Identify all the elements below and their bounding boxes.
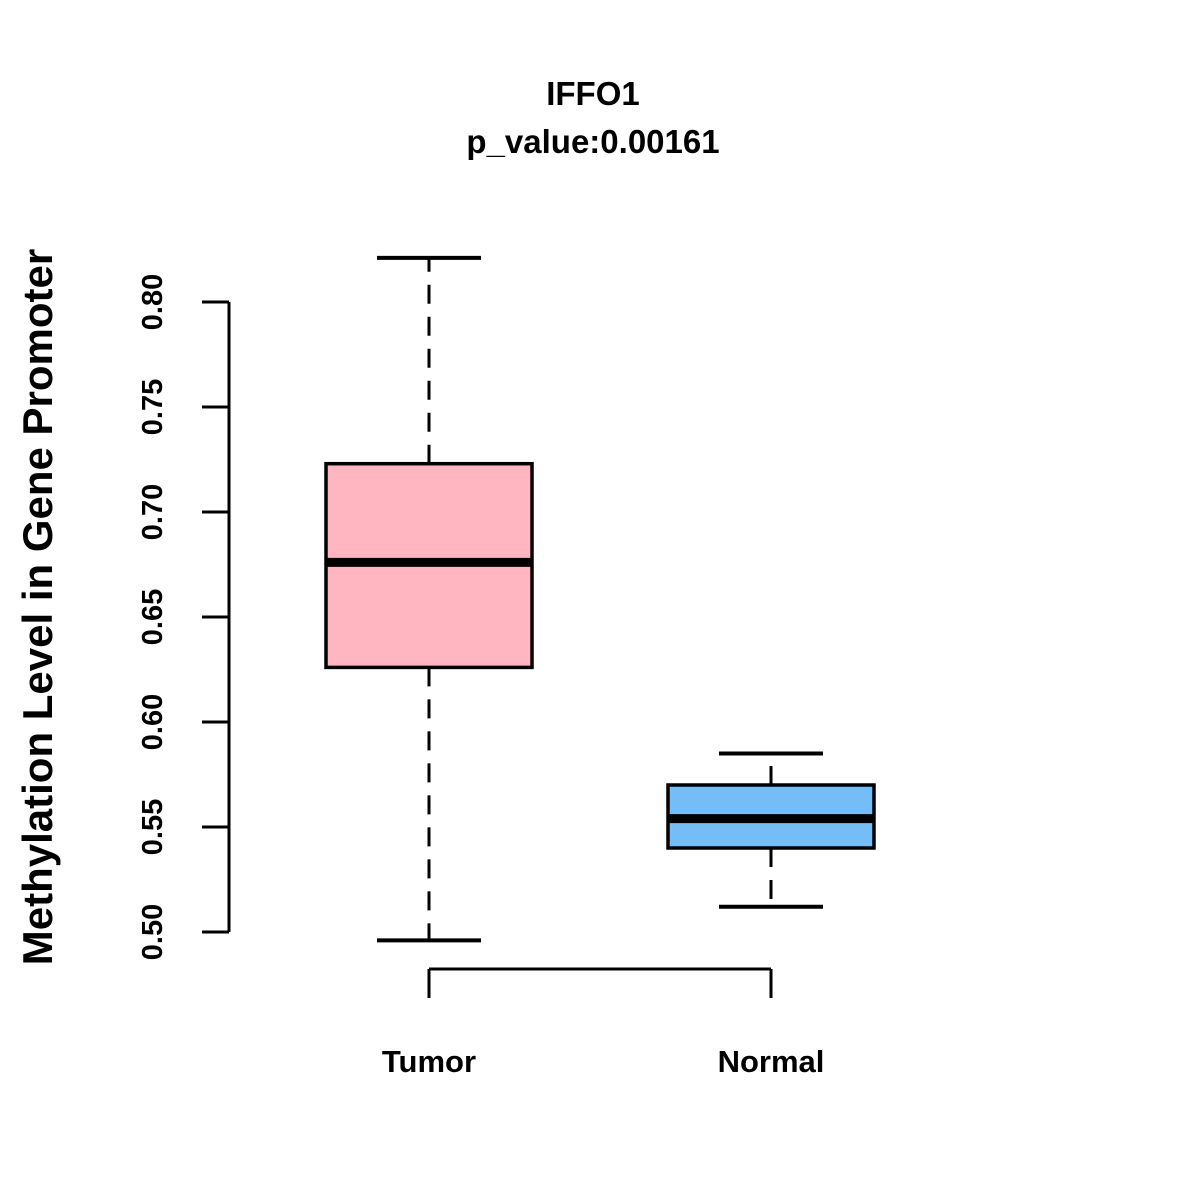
normal-category-label: Normal xyxy=(718,1044,825,1079)
y-tick-label: 0.80 xyxy=(137,274,169,330)
y-tick-label: 0.65 xyxy=(137,589,169,645)
chart-title: IFFO1 xyxy=(546,75,640,112)
y-tick-label: 0.60 xyxy=(137,694,169,750)
chart-subtitle: p_value:0.00161 xyxy=(466,123,719,160)
y-tick-label: 0.50 xyxy=(137,904,169,960)
y-tick-label: 0.55 xyxy=(137,799,169,855)
y-tick-label: 0.75 xyxy=(137,379,169,435)
y-axis-label: Methylation Level in Gene Promoter xyxy=(14,249,61,965)
plot-area: 0.50 0.55 0.60 0.65 0.70 0.75 0.80 Tumor Normal xyxy=(137,255,876,1079)
tumor-category-label: Tumor xyxy=(382,1044,476,1079)
y-tick-label: 0.70 xyxy=(137,484,169,540)
